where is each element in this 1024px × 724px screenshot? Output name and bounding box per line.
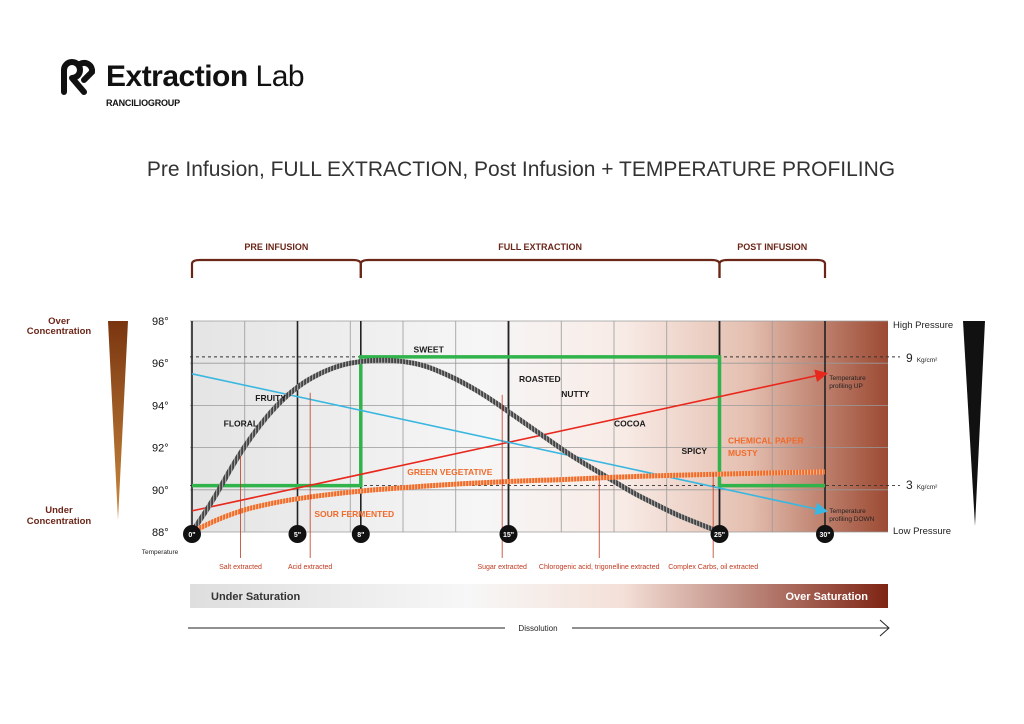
x-tick-marker [710, 525, 729, 543]
series-flavour-extraction [189, 357, 721, 535]
flavour-label: SOUR FERMENTED [314, 509, 394, 519]
flavour-label: MUSTY [728, 448, 758, 458]
extraction-marker-label: Acid extracted [288, 564, 332, 571]
series-secondary-compounds [190, 469, 826, 535]
flavour-label: ROASTED [519, 374, 561, 384]
x-tick-marker [816, 525, 834, 543]
extraction-marker-label: Chlorogenic acid, trigonelline extracted [539, 564, 660, 571]
y-tick-label: 90° [152, 485, 169, 497]
under-concentration-label: Under Concentration [27, 505, 92, 527]
pressure-high-value: 9 Kg/cm² [906, 351, 938, 365]
flavour-label: SPICY [682, 446, 708, 456]
phase-bracket-1 [359, 258, 721, 278]
phase-bracket-2 [718, 258, 827, 278]
x-tick-label: 25" [714, 532, 725, 539]
over-saturation-label: Over Saturation [785, 591, 868, 603]
temperature-annotations: Temperature profiling UP Temperature profil… [829, 375, 874, 523]
pressure-wedge-icon [963, 321, 985, 526]
under-saturation-label: Under Saturation [211, 591, 301, 603]
flavour-label: GREEN VEGETATIVE [407, 467, 493, 477]
flavour-label: NUTTY [561, 389, 590, 399]
saturation-bar [190, 584, 888, 608]
flavour-label: SWEET [414, 345, 445, 355]
over-concentration-label: Over Concentration [27, 316, 92, 337]
x-tick-marker [288, 525, 307, 543]
y-tick-label: 96° [152, 358, 169, 370]
temperature-axis-label: Temperature [142, 549, 179, 556]
phase-label-0: PRE INFUSION [244, 242, 308, 252]
flavour-label: FLORAL [224, 419, 258, 429]
brand-logo: Extraction Lab RANCILIOGROUP [58, 58, 358, 118]
pressure-low-value: 3 Kg/cm² [906, 478, 938, 492]
dissolution-arrowhead-icon [879, 619, 890, 637]
y-tick-label: 98° [152, 316, 169, 328]
logo-mark-icon [61, 59, 96, 95]
phase-brackets: PRE INFUSION FULL EXTRACTION POST INFUSION [190, 242, 827, 278]
page-title: Pre Infusion, FULL EXTRACTION, Post Infu… [146, 158, 896, 181]
phase-bracket-0 [190, 258, 362, 278]
brand-group: RANCILIOGROUP [106, 98, 180, 108]
series-layer [189, 355, 829, 535]
x-tick-label: 0" [188, 532, 195, 539]
x-tick-marker [351, 525, 370, 543]
concentration-wedge-icon [108, 321, 128, 520]
x-tick-label: 8" [357, 532, 364, 539]
x-tick-label: 5" [294, 532, 301, 539]
y-axis: 98° 96° 94° 92° 90° 88° [152, 316, 169, 539]
temperature-annotation: Temperature profiling DOWN [829, 508, 874, 523]
flavour-label: FRUITY [255, 393, 286, 403]
x-tick-marker [183, 525, 201, 543]
dissolution-label: Dissolution [518, 624, 557, 633]
x-tick-marker [499, 525, 518, 543]
series-pressure [192, 355, 825, 488]
extraction-marker-label: Salt extracted [219, 564, 262, 571]
temperature-annotation: Temperature profiling UP [829, 375, 866, 390]
low-pressure-label: Low Pressure [893, 526, 951, 537]
x-tick-label: 15" [503, 532, 514, 539]
extraction-marker-label: Sugar extracted [477, 564, 527, 571]
y-tick-label: 92° [152, 443, 169, 455]
high-pressure-label: High Pressure [893, 320, 953, 331]
series-temperature-profiling-down [191, 373, 829, 516]
phase-label-2: POST INFUSION [737, 242, 807, 252]
flavour-label: COCOA [614, 419, 646, 429]
y-tick-label: 88° [152, 527, 169, 539]
x-axis: 0" 5" 8" 15" 25" 30" [183, 525, 834, 543]
extraction-marker-label: Complex Carbs, oil extracted [668, 564, 758, 571]
brand-name: Extraction Lab [106, 60, 305, 93]
extraction-markers: Salt extracted Acid extracted Sugar extrac… [219, 392, 758, 571]
x-tick-label: 30" [819, 532, 830, 539]
y-tick-label: 94° [152, 400, 169, 412]
phase-label-1: FULL EXTRACTION [498, 242, 582, 252]
flavour-label: CHEMICAL PAPER [728, 435, 804, 445]
